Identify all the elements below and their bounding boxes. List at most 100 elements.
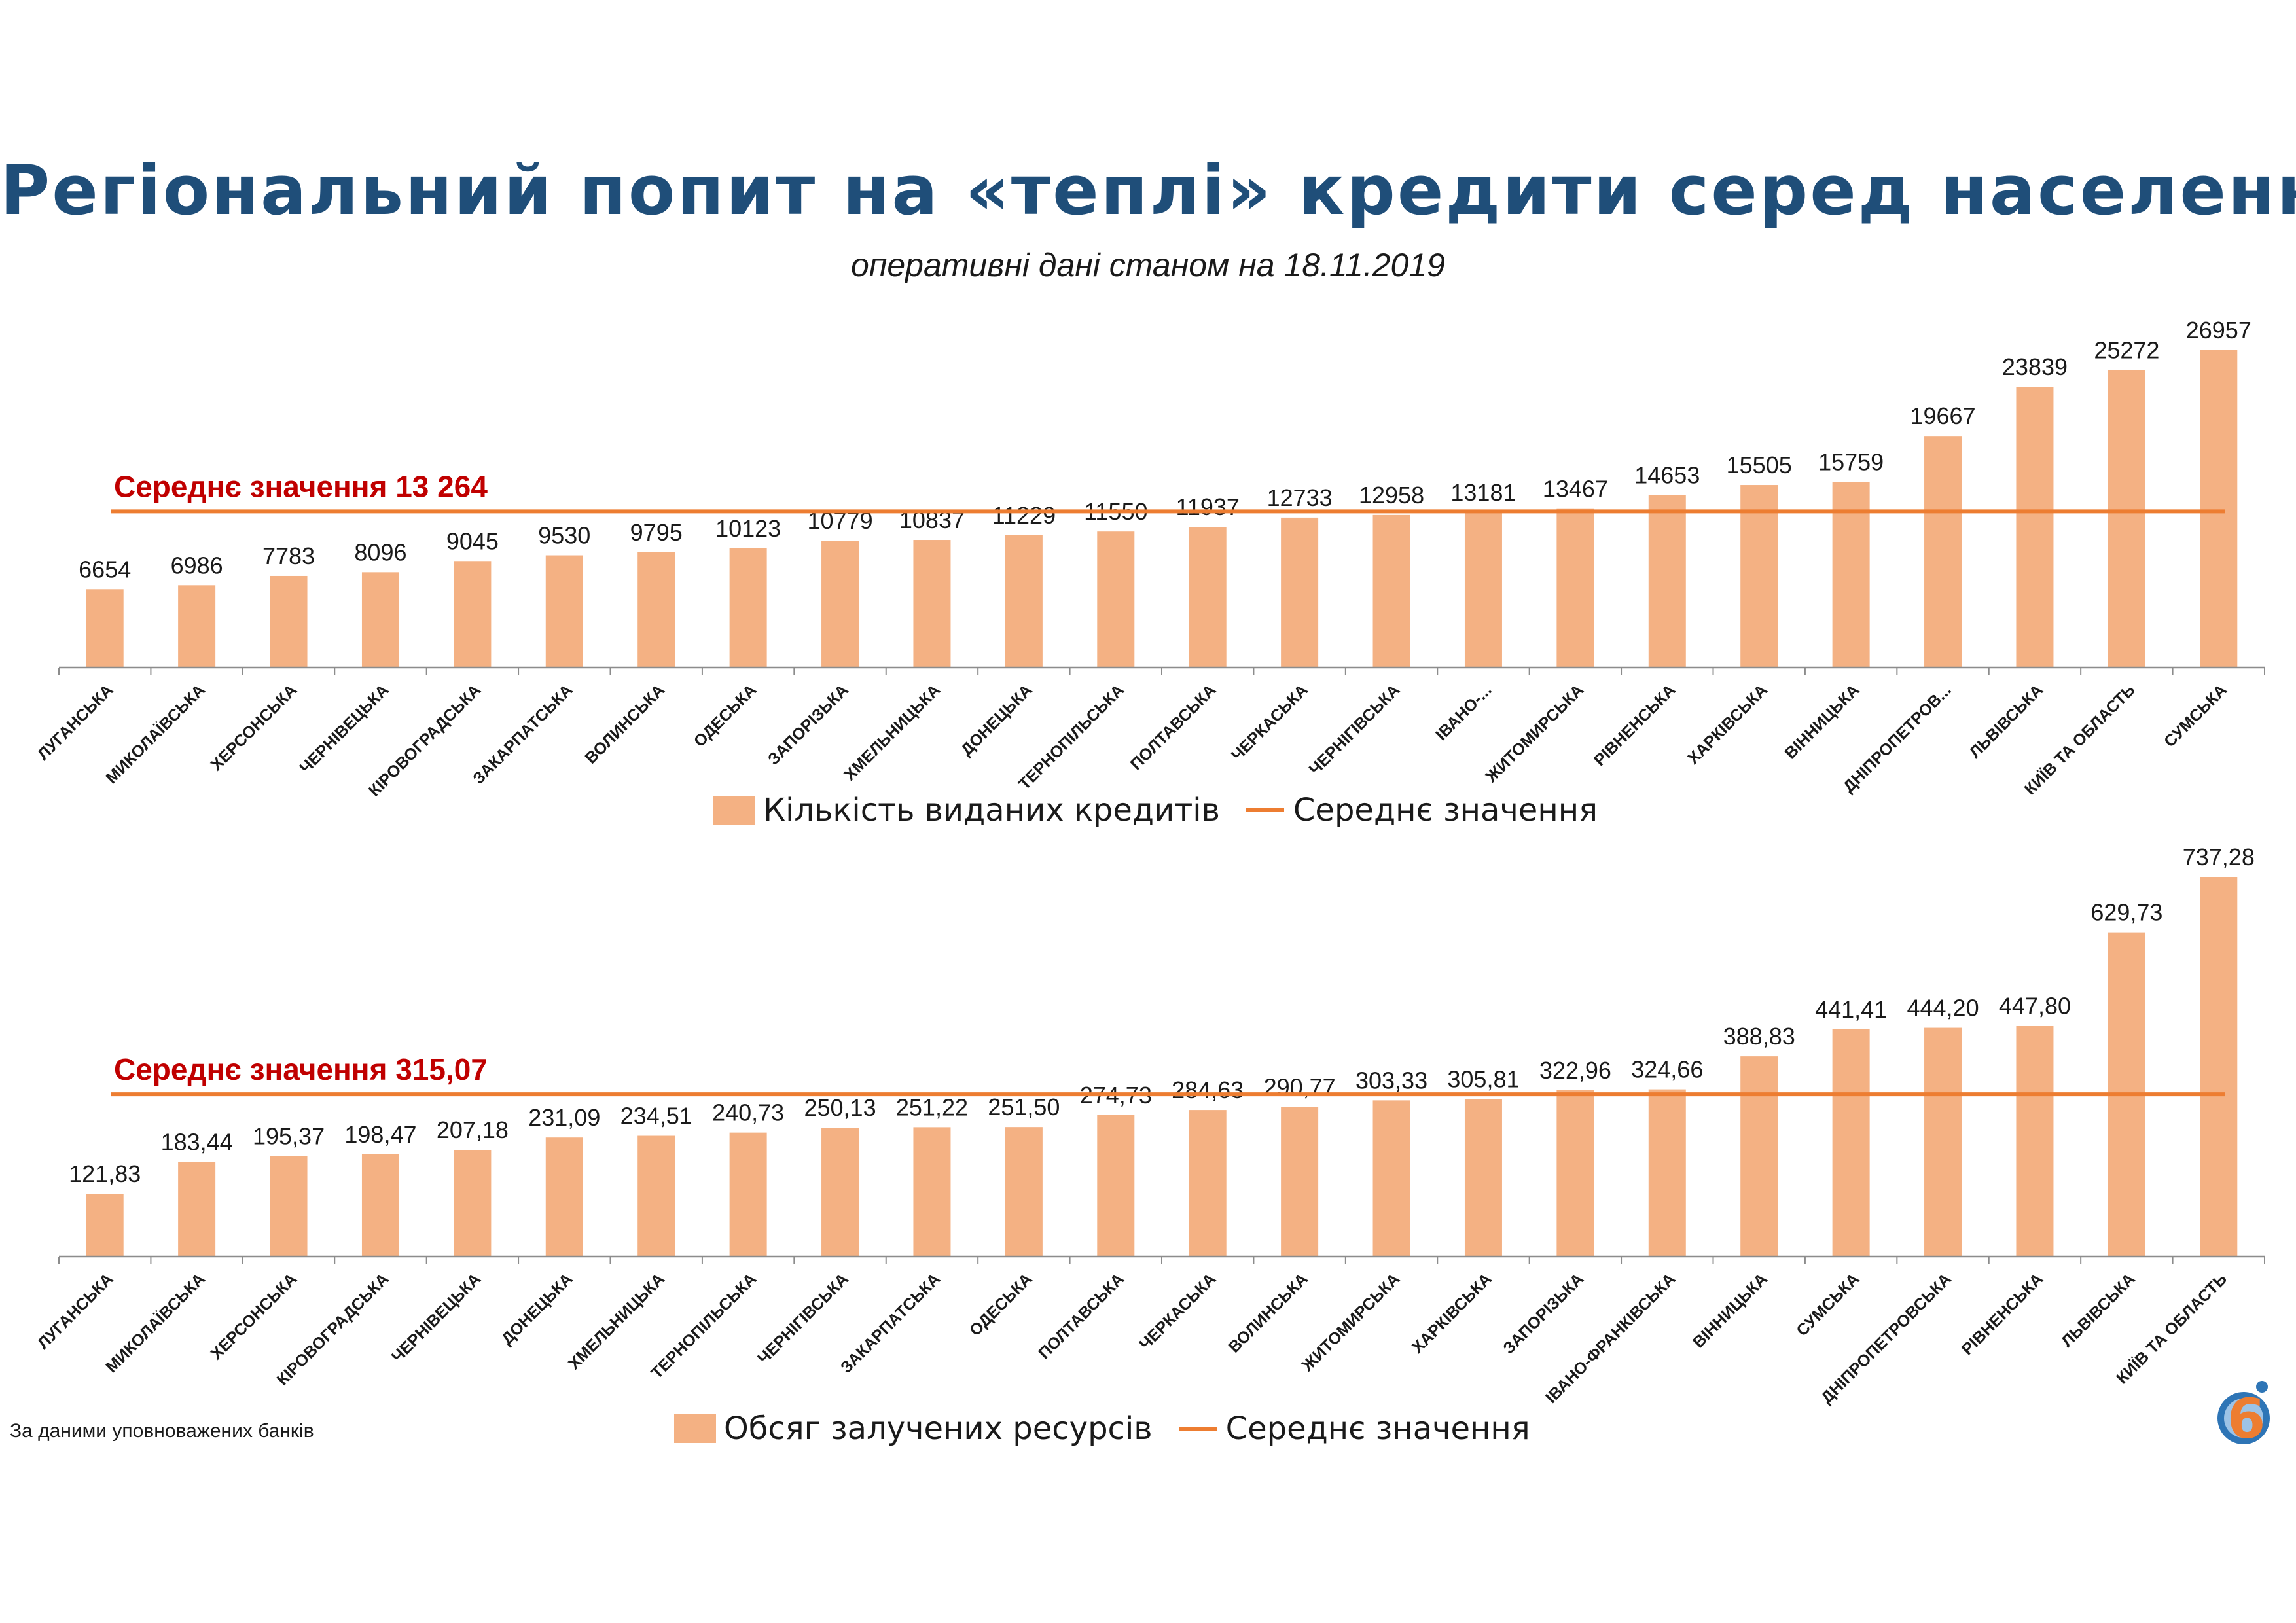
bar [1005,535,1043,668]
bar [2016,387,2054,668]
category-label: ЗАПОРІЗЬКА [1499,1270,1587,1357]
category-label: ЧЕРНІГІВСЬКА [754,1270,852,1368]
bar-value-label: 305,81 [1447,1065,1519,1092]
bar-value-label: 13181 [1450,479,1516,506]
average-group: Середнє значення 315,07 [111,1052,2225,1097]
category-label: ЗАКАРПАТСЬКА [469,681,576,787]
bar-value-label: 324,66 [1631,1056,1703,1083]
bar [1097,1115,1135,1257]
value-labels-group: 6654 6986 7783 8096 9045 9530 9795 10123 10779 10… [79,317,2251,582]
category-label: РІВНЕНСЬКА [1958,1270,2047,1359]
bar [86,1194,124,1257]
bar [729,548,767,668]
bar [1924,1027,1962,1257]
bar-value-label: 322,96 [1539,1057,1611,1084]
category-label: ХЕРСОНСЬКА [207,1270,301,1363]
legend-line-swatch [1178,1427,1217,1431]
bar [2108,370,2145,668]
bar-value-label: 234,51 [620,1103,692,1130]
category-label: СУМСЬКА [2161,681,2231,751]
bar-value-label: 207,18 [437,1116,509,1143]
bar [1556,1090,1594,1257]
bar-value-label: 250,13 [804,1094,876,1121]
logo-dot [2256,1381,2268,1393]
category-label: ЛЬВІВСЬКА [2058,1270,2139,1351]
bar-value-label: 9045 [446,527,499,554]
category-label: ЖИТОМИРСЬКА [1482,681,1587,786]
bar [1464,1099,1502,1257]
category-label: ПОЛТАВСЬКА [1127,681,1220,774]
category-label: ІВАНО-... [1432,681,1496,744]
bar-value-label: 19667 [1910,402,1975,429]
bar [1924,436,1962,668]
logo-inner-circle [2224,1399,2263,1438]
bar-value-label: 251,50 [988,1094,1060,1120]
bar [637,552,675,668]
bar [1281,517,1319,668]
bar [1189,1110,1227,1257]
bar [86,589,124,668]
bar-value-label: 9530 [538,522,590,549]
bar-value-label: 25272 [2094,336,2159,363]
bar-value-label: 11937 [1175,493,1239,520]
category-label: ВІННИЦЬКА [1689,1270,1771,1351]
bar [178,1162,216,1257]
category-label: ЗАПОРІЗЬКА [764,681,852,768]
category-label: ВОЛИНСЬКА [582,681,668,767]
category-label: ХАРКІВСЬКА [1408,1270,1496,1357]
bar [1372,514,1410,668]
bar [1556,508,1594,668]
category-labels-group: ЛУГАНСЬКАМИКОЛАЇВСЬКАХЕРСОНСЬКАЧЕРНІВЕЦЬ… [34,681,2231,800]
legend-line-label: Середнє значення [1293,792,1598,829]
bar-value-label: 629,73 [2090,899,2162,926]
category-label: ОДЕСЬКА [966,1270,1036,1340]
average-group: Середнє значення 13 264 [111,469,2225,514]
category-label: ЧЕРНІВЕЦЬКА [388,1270,484,1366]
category-label: ЛУГАНСЬКА [34,681,117,764]
bar [913,1127,951,1257]
category-label: ДОНЕЦЬКА [498,1270,577,1348]
page-subtitle: оперативні дані станом на 18.11.2019 [851,247,1445,283]
category-label: ВОЛИНСЬКА [1225,1270,1312,1356]
page-title: Регіональний попит на «теплі» кредити се… [0,151,2296,230]
bar [1189,527,1227,668]
bar [1005,1127,1043,1257]
bar-value-label: 198,47 [344,1121,416,1148]
bar-value-label: 12733 [1267,484,1333,511]
bar-value-label: 7783 [262,543,315,569]
category-label: ТЕРНОПІЛЬСЬКА [647,1270,760,1382]
bar-value-label: 14653 [1634,461,1700,488]
category-label: ЛУГАНСЬКА [34,1270,117,1353]
bar [1281,1107,1319,1257]
x-axis [58,1255,2265,1264]
category-label: ЧЕРНІВЕЦЬКА [296,681,392,777]
bar [361,1154,399,1257]
x-axis [58,666,2265,675]
category-label: ДОНЕЦЬКА [958,681,1036,759]
bar-value-label: 15505 [1727,452,1792,478]
legend-chart-2: Обсяг залучених ресурсів Середнє значенн… [674,1410,1530,1447]
bar [1648,495,1686,668]
legend-line-swatch [1246,808,1284,812]
bar [637,1135,675,1257]
category-label: МИКОЛАЇВСЬКА [102,681,209,787]
average-label: Середнє значення 315,07 [114,1052,488,1086]
bar-value-label: 388,83 [1723,1023,1795,1050]
bar [2200,350,2238,668]
source-footnote: За даними уповноважених банків [10,1420,314,1442]
bar-value-label: 6986 [171,552,223,579]
bar [729,1132,767,1257]
bar [1832,1029,1870,1257]
category-label: ОДЕСЬКА [691,681,761,751]
bar [1097,531,1135,668]
brand-logo-6-icon: 6 [2217,1381,2270,1450]
category-label: ЗАКАРПАТСЬКА [837,1270,944,1376]
category-label: СУМСЬКА [1793,1270,1863,1340]
bar [454,1150,492,1257]
bar-value-label: 15759 [1818,448,1884,475]
bar [2200,877,2238,1257]
bar [821,1128,859,1257]
legend-line-label: Середнє значення [1225,1410,1530,1447]
bar [1740,1056,1778,1257]
bar-value-label: 8096 [354,539,406,565]
